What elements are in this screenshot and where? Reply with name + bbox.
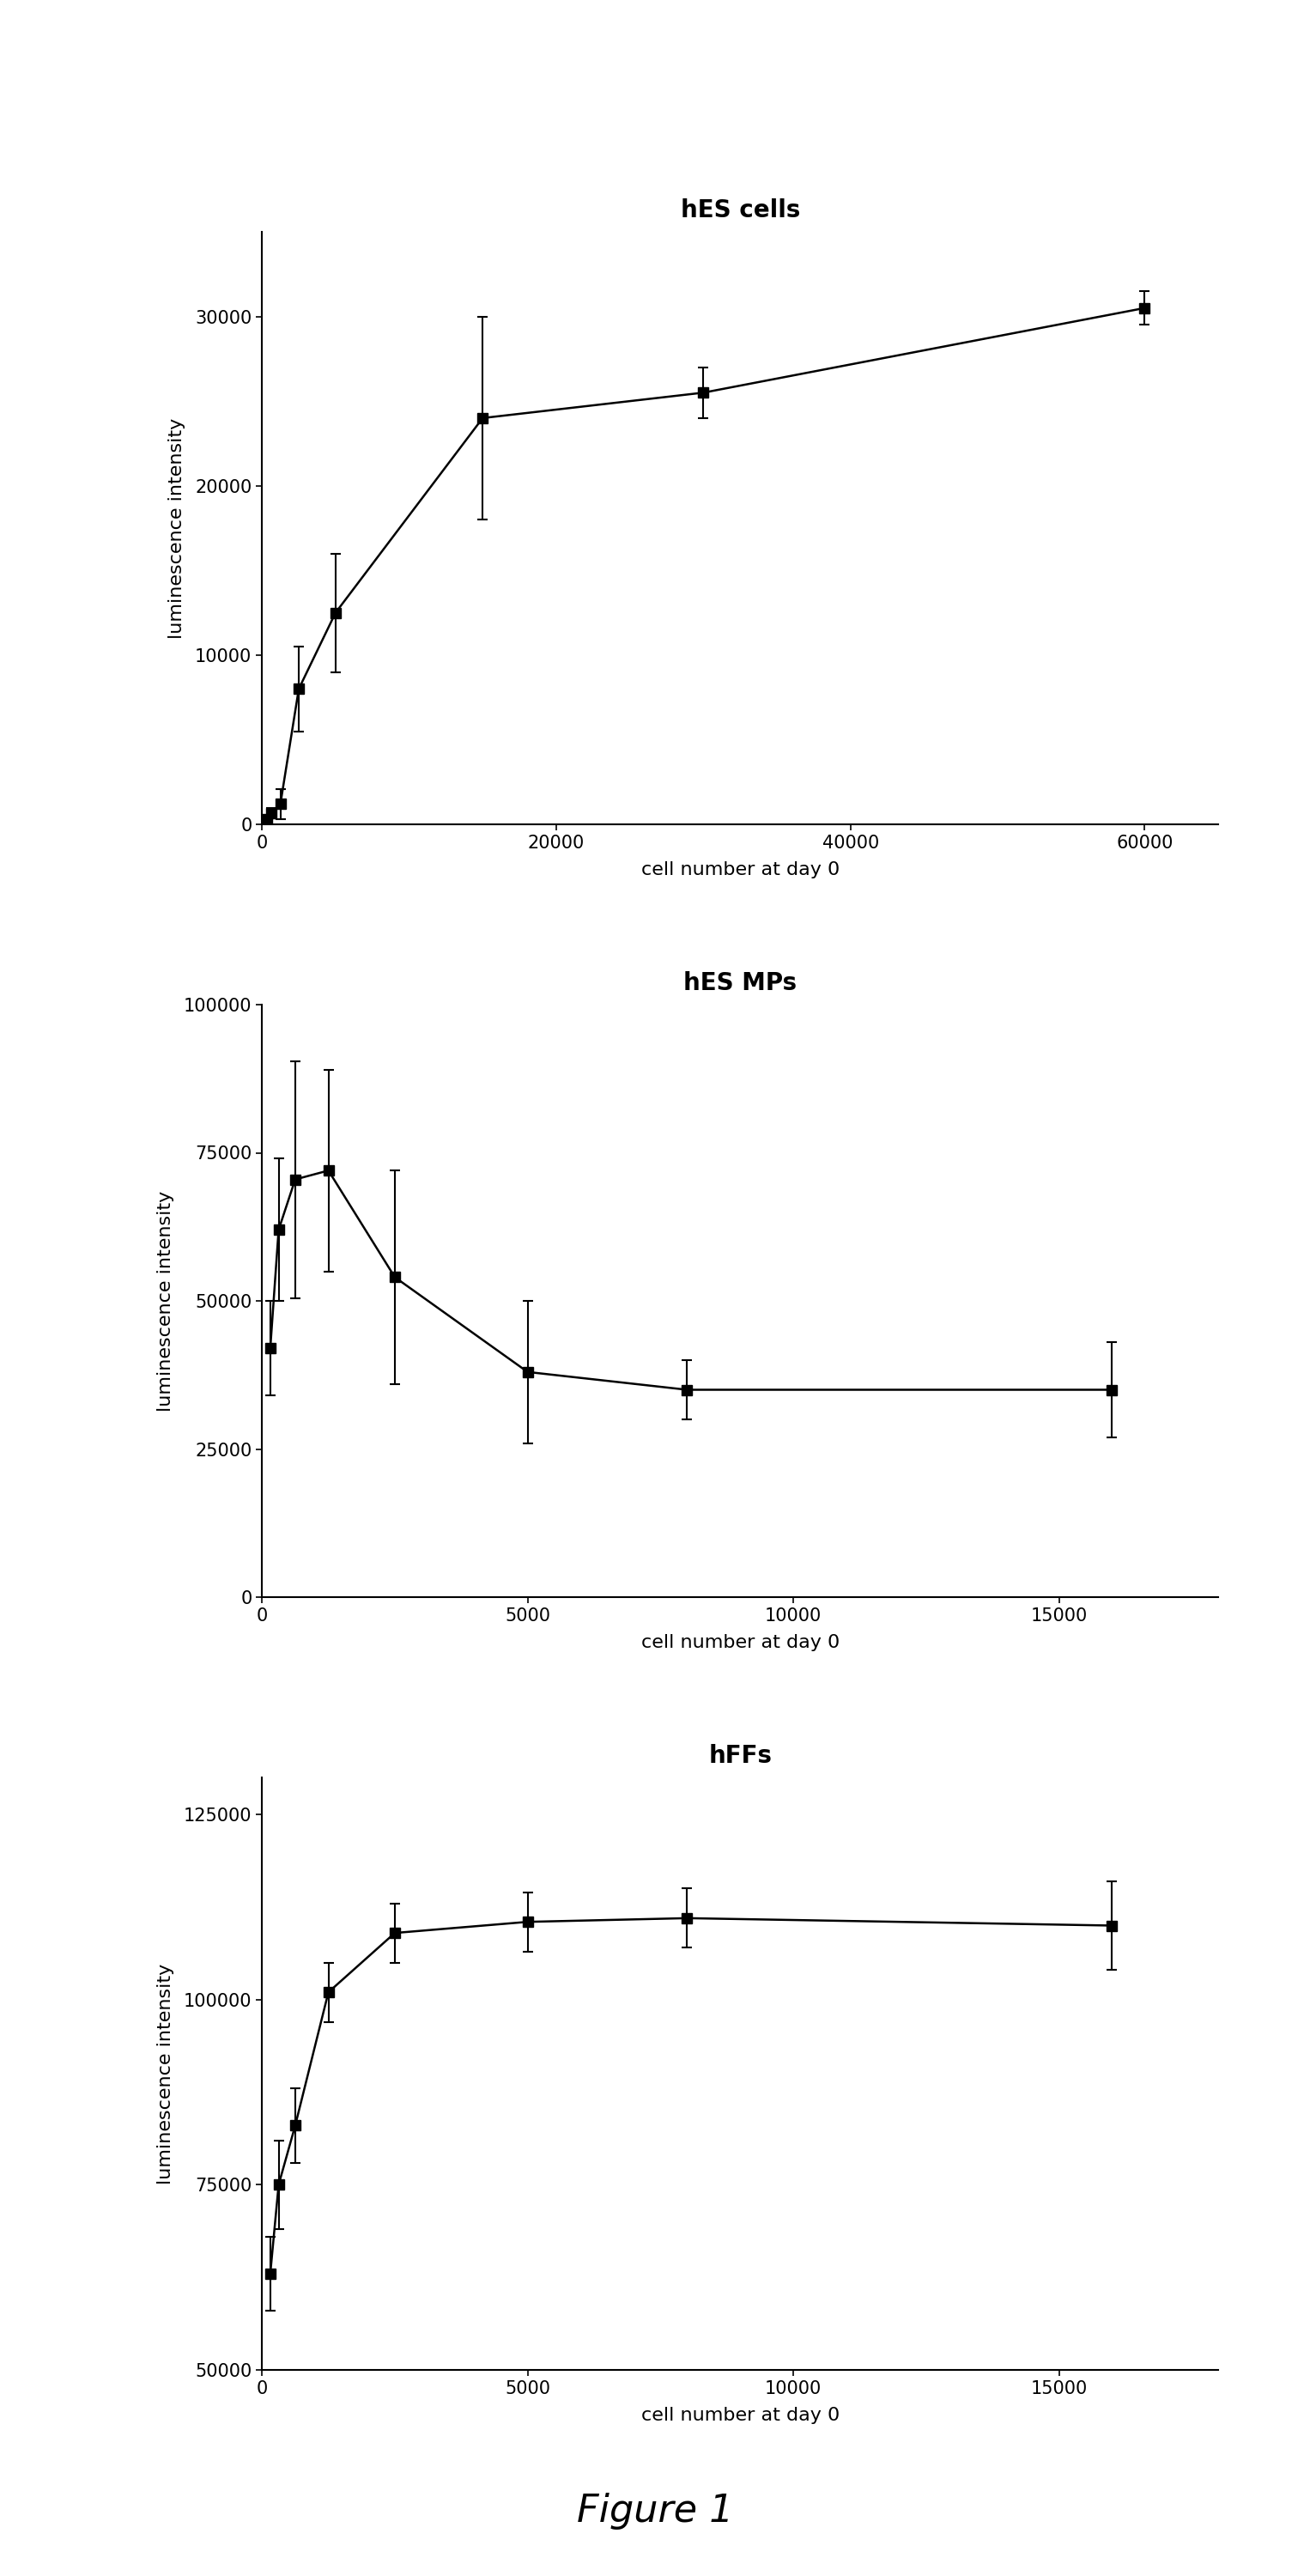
X-axis label: cell number at day 0: cell number at day 0 xyxy=(641,860,840,878)
Y-axis label: luminescence intensity: luminescence intensity xyxy=(157,1963,174,2184)
Title: hFFs: hFFs xyxy=(709,1744,772,1767)
Text: Figure 1: Figure 1 xyxy=(576,2494,734,2530)
Y-axis label: luminescence intensity: luminescence intensity xyxy=(157,1190,174,1412)
X-axis label: cell number at day 0: cell number at day 0 xyxy=(641,1633,840,1651)
Y-axis label: luminescence intensity: luminescence intensity xyxy=(168,417,186,639)
Title: hES MPs: hES MPs xyxy=(684,971,796,994)
Title: hES cells: hES cells xyxy=(680,198,800,222)
X-axis label: cell number at day 0: cell number at day 0 xyxy=(641,2406,840,2424)
